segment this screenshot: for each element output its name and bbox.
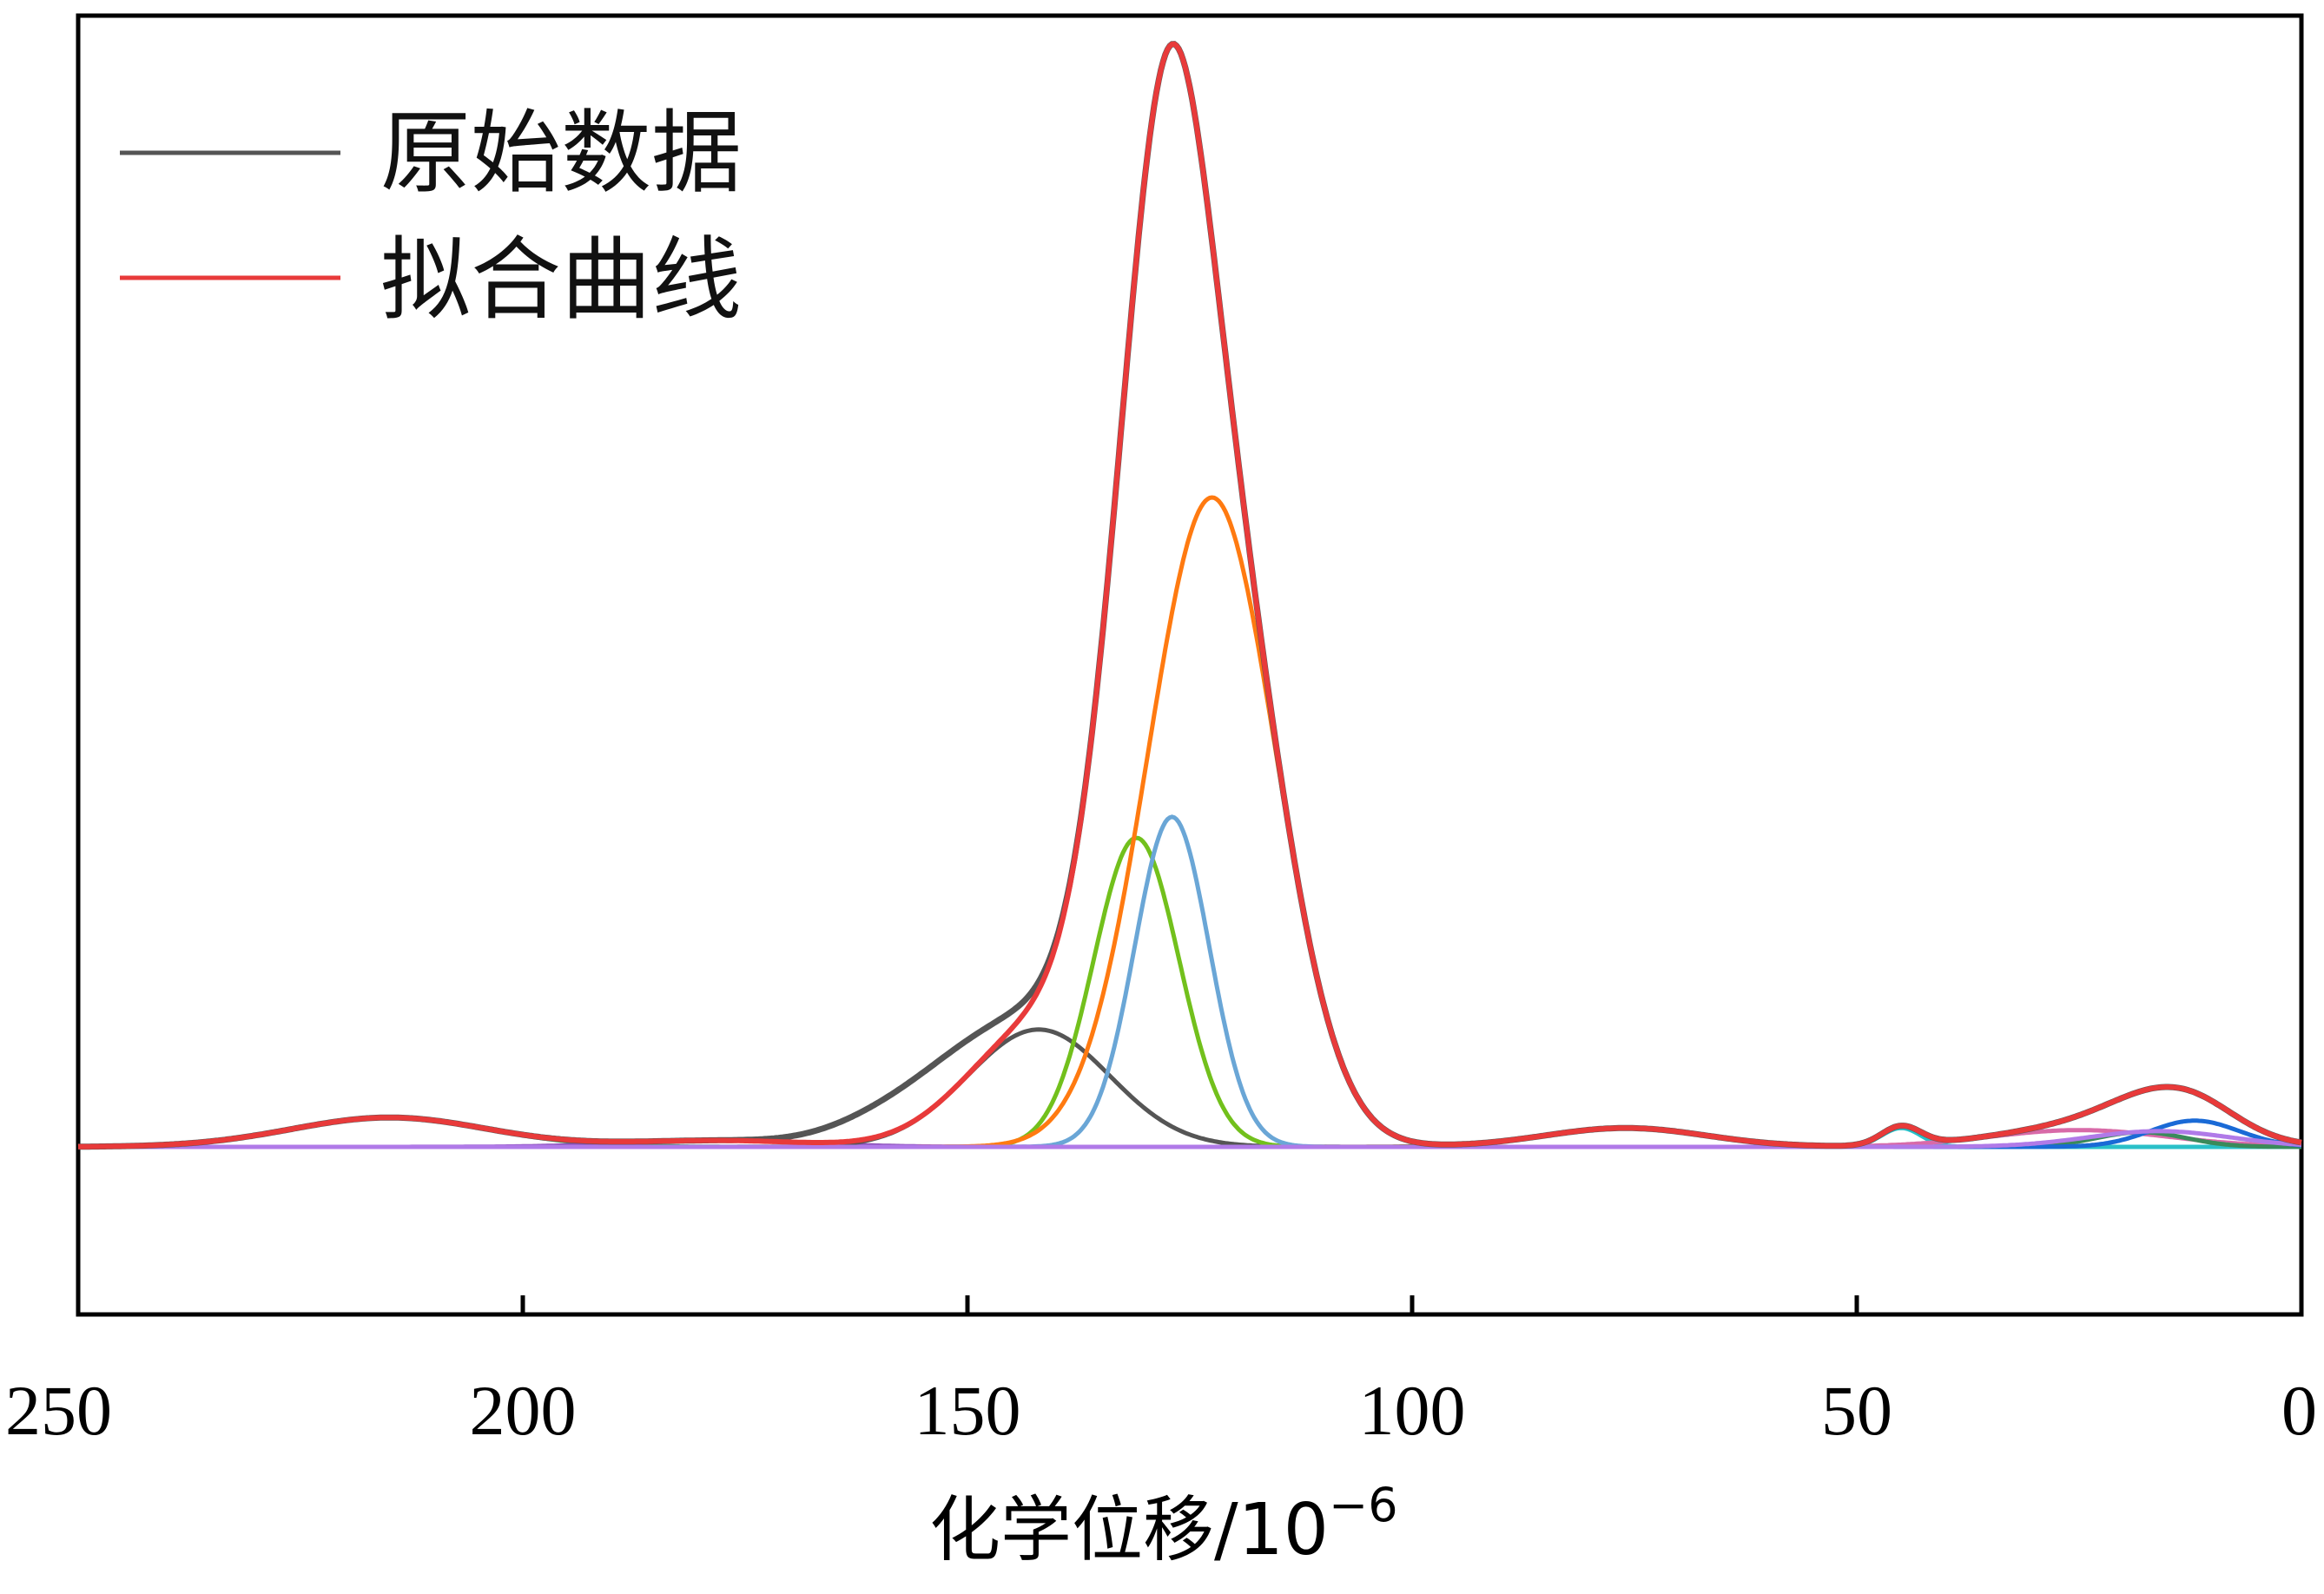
- legend: 原始数据 拟合曲线: [120, 100, 742, 333]
- x-axis-ticks: 250 200 150 100 50 0: [5, 1295, 2317, 1450]
- x-axis-title: 化学位移/10−6: [929, 1478, 1398, 1571]
- component-curve-0: [77, 1115, 2301, 1149]
- main-curves: [77, 41, 2302, 1150]
- component-curve-2: [78, 1027, 2301, 1149]
- fit-curve: [77, 41, 2302, 1149]
- component-curve-11: [78, 1129, 2302, 1149]
- component-curve-4: [78, 814, 2301, 1149]
- raw-data-curve: [77, 41, 2302, 1150]
- legend-label-fit: 拟合曲线: [380, 227, 742, 333]
- component-curve-3: [78, 835, 2301, 1149]
- component-curves: [77, 495, 2302, 1149]
- x-tick-label-200: 200: [470, 1371, 577, 1450]
- x-tick-label-100: 100: [1359, 1371, 1466, 1450]
- x-axis-title-sup: −6: [1329, 1478, 1398, 1532]
- x-tick-label-50: 50: [1821, 1371, 1892, 1450]
- component-curve-5: [78, 495, 2301, 1149]
- plot-frame: [76, 13, 2304, 1317]
- legend-label-raw: 原始数据: [380, 100, 742, 206]
- x-tick-label-150: 150: [914, 1371, 1021, 1450]
- x-tick-label-0: 0: [2281, 1371, 2317, 1450]
- x-tick-label-250: 250: [5, 1371, 112, 1450]
